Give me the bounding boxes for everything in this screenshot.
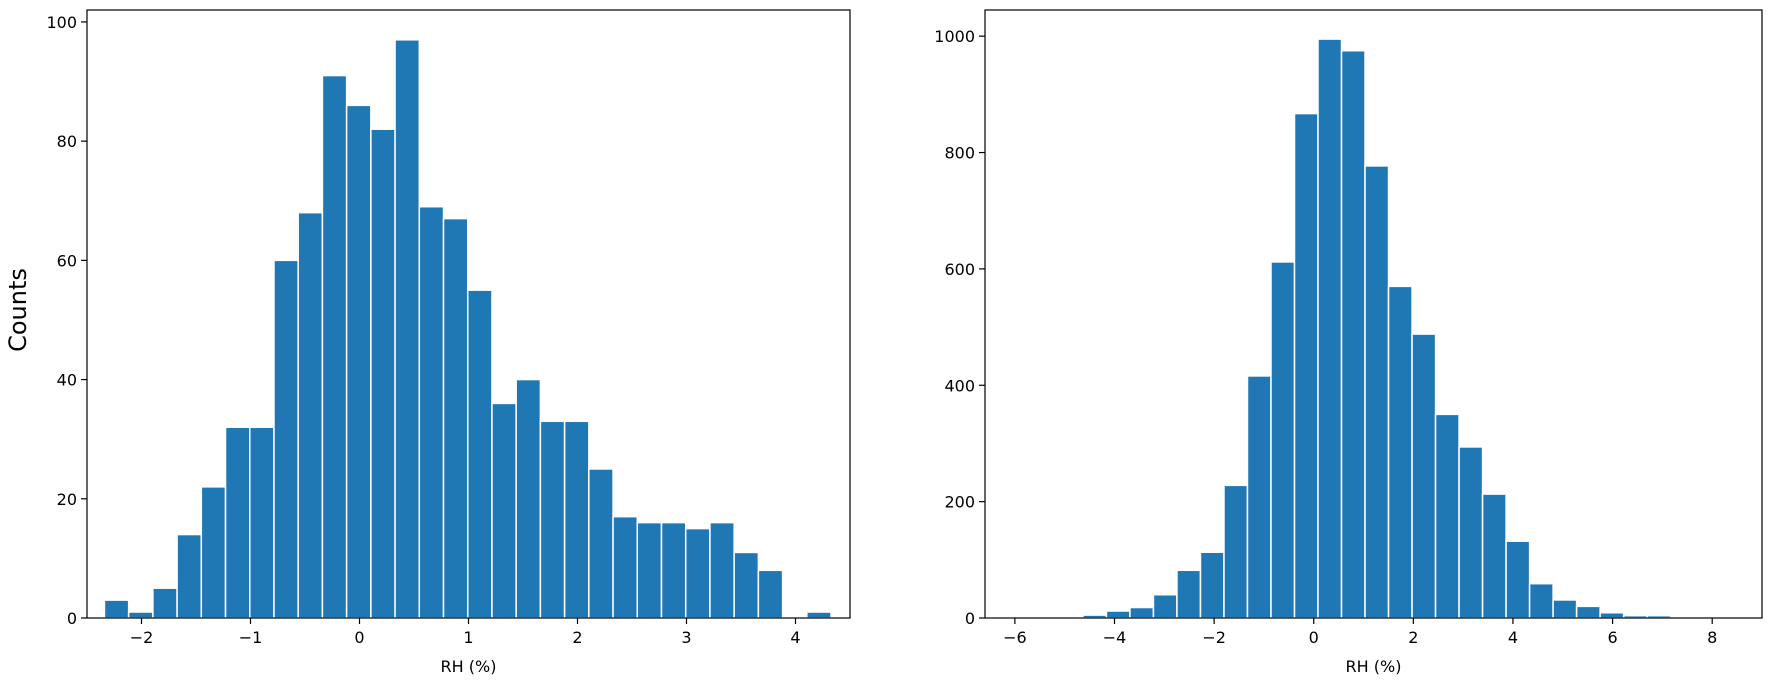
histogram-bar [733,551,760,619]
histogram-bar [1270,261,1296,619]
histogram-bar [1552,599,1578,619]
histogram-bar [370,128,396,619]
histogram-bar [539,420,566,619]
histogram-bar [1364,165,1390,619]
x-tick-label: 2 [572,628,582,647]
histogram-bar [684,527,711,619]
histogram-bar [466,289,493,619]
histogram-bar [1458,446,1484,619]
y-tick-label: 0 [965,609,975,628]
histogram-bar [273,259,299,619]
histogram-bar [1599,612,1625,619]
y-tick-label: 600 [944,260,975,279]
histogram-bar [249,426,275,619]
y-tick-label: 800 [944,144,975,163]
histogram-bar [176,533,203,619]
histogram-bar [1293,112,1319,619]
histogram-bar [1481,493,1507,619]
histogram-bar [321,74,348,619]
y-tick-label: 400 [944,376,975,395]
histogram-bar [1387,285,1413,619]
histogram-bar [418,205,445,619]
histogram-bar [1129,606,1155,619]
x-tick-label: −2 [130,628,154,647]
histogram-bar [612,515,639,619]
histogram-bar [127,611,154,619]
x-axis-label: RH (%) [1346,657,1402,676]
y-tick-label: 80 [57,132,77,151]
y-tick-label: 20 [57,490,77,509]
y-tick-label: 0 [67,609,77,628]
x-tick-label: 8 [1707,628,1717,647]
y-tick-label: 200 [944,493,975,512]
histogram-bar [588,468,614,619]
histogram-bar [200,486,227,619]
histogram-bar [1528,582,1554,619]
histogram-bar [1340,49,1366,619]
histogram-bar [442,217,469,619]
x-tick-label: −4 [1103,628,1127,647]
y-tick-label: 60 [57,251,77,270]
histogram-bar [1105,610,1131,619]
histogram-bar [1152,593,1178,619]
histogram-bar [1246,375,1272,619]
x-axis-label: RH (%) [441,657,497,676]
y-tick-label: 100 [46,13,77,32]
histogram-bar [1176,569,1202,619]
y-tick-label: 40 [57,371,77,390]
x-tick-label: 2 [1408,628,1418,647]
x-tick-label: 3 [681,628,691,647]
histogram-bar [1317,38,1343,619]
x-tick-label: 1 [463,628,473,647]
histogram-bar [345,104,372,619]
histogram-bar [1411,333,1437,619]
histogram-bar [806,611,832,619]
histogram-bar [563,420,590,619]
plot-frame [984,9,1763,619]
histogram-bar [224,426,251,619]
x-tick-label: 0 [354,628,364,647]
histogram-bar [757,569,784,619]
histogram-bar [1575,605,1601,619]
histogram-right: −6 −4 −2 0 2 4 6 8 0 200 400 600 800 1000 RH (%) [934,9,1763,676]
histogram-bar [515,378,542,619]
x-tick-label: 4 [1508,628,1518,647]
x-tick-label: 0 [1309,628,1319,647]
y-axis-title-left: Counts [4,268,32,352]
histogram-bar [1505,540,1531,619]
histogram-bar [491,402,517,619]
histogram-bar [103,599,130,619]
x-tick-label: −1 [239,628,263,647]
x-tick-label: 6 [1607,628,1617,647]
x-tick-label: −6 [1003,628,1027,647]
histogram-bar [1434,413,1460,619]
y-tick-label: 1000 [934,27,975,46]
histogram-bar [297,211,324,619]
histogram-bar [660,521,687,619]
histogram-bar [1223,484,1249,619]
histogram-bar [709,521,735,619]
histogram-bar [1199,551,1225,619]
histogram-bar [394,39,421,619]
x-tick-label: 4 [790,628,800,647]
histogram-bar [636,521,663,619]
x-tick-label: −2 [1202,628,1226,647]
histogram-bar [152,587,178,619]
